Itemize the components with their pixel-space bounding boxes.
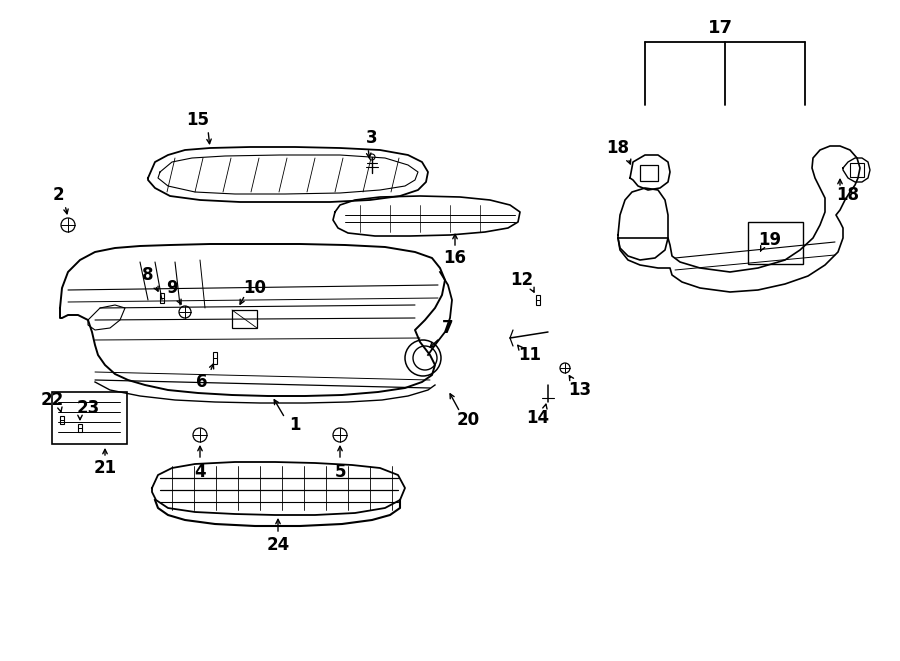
Bar — [52, 392, 127, 444]
Text: 2: 2 — [52, 186, 64, 204]
Text: 18: 18 — [607, 139, 629, 157]
Text: 19: 19 — [759, 231, 781, 249]
Text: 14: 14 — [526, 409, 550, 427]
Text: 5: 5 — [334, 463, 346, 481]
Text: 13: 13 — [569, 381, 591, 399]
Text: 17: 17 — [707, 19, 733, 37]
Text: 24: 24 — [266, 536, 290, 554]
Text: 1: 1 — [289, 416, 301, 434]
Text: 15: 15 — [186, 111, 210, 129]
Text: 9: 9 — [166, 279, 178, 297]
Text: 10: 10 — [244, 279, 266, 297]
Text: 22: 22 — [40, 391, 64, 409]
Bar — [60, 416, 64, 424]
Text: 12: 12 — [510, 271, 534, 289]
Text: 3: 3 — [366, 129, 378, 147]
Bar — [640, 165, 658, 181]
Bar — [212, 352, 218, 364]
Text: 16: 16 — [444, 249, 466, 267]
Bar — [748, 222, 803, 264]
Bar — [78, 424, 82, 432]
Text: 11: 11 — [518, 346, 542, 364]
Bar — [536, 295, 540, 305]
Text: 8: 8 — [142, 266, 154, 284]
Bar — [160, 293, 164, 303]
Text: 23: 23 — [76, 399, 100, 417]
Text: 20: 20 — [456, 411, 480, 429]
Bar — [232, 310, 257, 328]
Text: 18: 18 — [836, 186, 860, 204]
Text: 21: 21 — [94, 459, 117, 477]
Text: 6: 6 — [196, 373, 208, 391]
Text: 7: 7 — [442, 319, 454, 337]
Text: 4: 4 — [194, 463, 206, 481]
Bar — [850, 163, 864, 177]
